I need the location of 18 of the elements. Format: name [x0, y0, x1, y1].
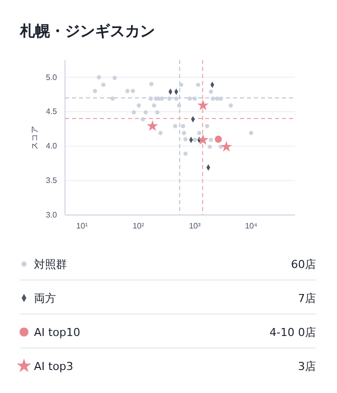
text: 3店 [298, 360, 316, 373]
chart-title: 札幌・ジンギスカン [19, 22, 155, 40]
y-tick-label: 4.5 [46, 107, 58, 116]
x-tick-label: 10³ [188, 222, 201, 231]
y-tick-label: 5.0 [46, 72, 58, 82]
legend-label: 両方 [34, 292, 56, 305]
y-tick-label: 4.0 [46, 142, 58, 151]
legend-label: AI top3 [34, 360, 74, 373]
text: 4-10 0店 [270, 326, 316, 339]
y-tick-label: 3.0 [46, 210, 58, 220]
legend-label: 対照群 [34, 258, 67, 271]
text: 60店 [291, 258, 316, 271]
x-tick-label: 10¹ [76, 222, 88, 231]
text: 7店 [298, 292, 316, 305]
y-tick-label: 3.5 [46, 176, 58, 186]
x-tick-label: 10⁴ [244, 222, 258, 231]
legend-label: AI top10 [34, 326, 80, 339]
x-tick-label: 10² [132, 222, 144, 231]
